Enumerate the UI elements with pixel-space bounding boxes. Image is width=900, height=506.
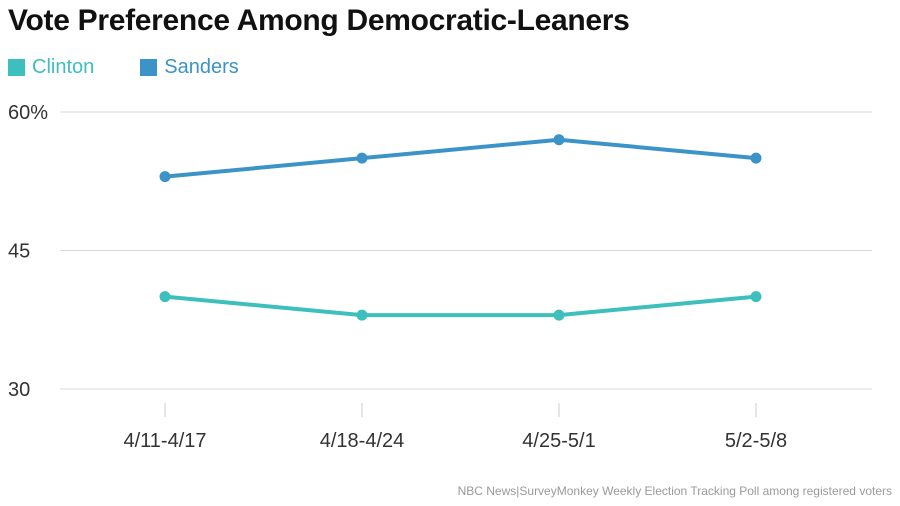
- line-sanders: [163, 137, 758, 179]
- point-clinton-1: [356, 309, 368, 321]
- x-tick-label-1: 4/18-4/24: [320, 430, 405, 452]
- y-tick-label-0: 60%: [8, 102, 48, 124]
- legend-item-clinton: Clinton: [8, 56, 94, 79]
- point-clinton-2: [553, 309, 565, 321]
- point-sanders-0: [159, 171, 171, 183]
- x-tick-label-2: 4/25-5/1: [522, 430, 595, 452]
- line-clinton: [163, 294, 758, 318]
- legend-label-clinton: Clinton: [32, 56, 95, 78]
- x-axis: 4/11-4/17 4/18-4/24 4/25-5/1 5/2-5/8: [123, 403, 787, 452]
- series-clinton: [159, 291, 762, 321]
- point-clinton-0: [159, 291, 171, 303]
- gridlines: [60, 111, 872, 390]
- chart-title: Vote Preference Among Democratic-Leaners: [8, 4, 630, 37]
- x-tick-label-3: 5/2-5/8: [725, 430, 787, 452]
- legend: Clinton Sanders: [8, 56, 239, 79]
- series-sanders: [159, 134, 762, 183]
- legend-swatch-sanders: [140, 59, 158, 76]
- y-tick-label-1: 45: [8, 241, 30, 263]
- series: [159, 134, 762, 321]
- legend-label-sanders: Sanders: [164, 56, 239, 78]
- y-tick-label-2: 30: [8, 379, 30, 401]
- x-tick-label-0: 4/11-4/17: [123, 430, 206, 452]
- point-sanders-2: [553, 134, 565, 146]
- legend-item-sanders: Sanders: [140, 56, 239, 79]
- source-note: NBC News|SurveyMonkey Weekly Election Tr…: [457, 484, 892, 498]
- legend-swatch-clinton: [8, 59, 25, 76]
- point-clinton-3: [750, 291, 762, 303]
- y-axis: 60% 45 30: [8, 102, 48, 401]
- point-sanders-3: [750, 152, 762, 164]
- point-sanders-1: [356, 152, 368, 164]
